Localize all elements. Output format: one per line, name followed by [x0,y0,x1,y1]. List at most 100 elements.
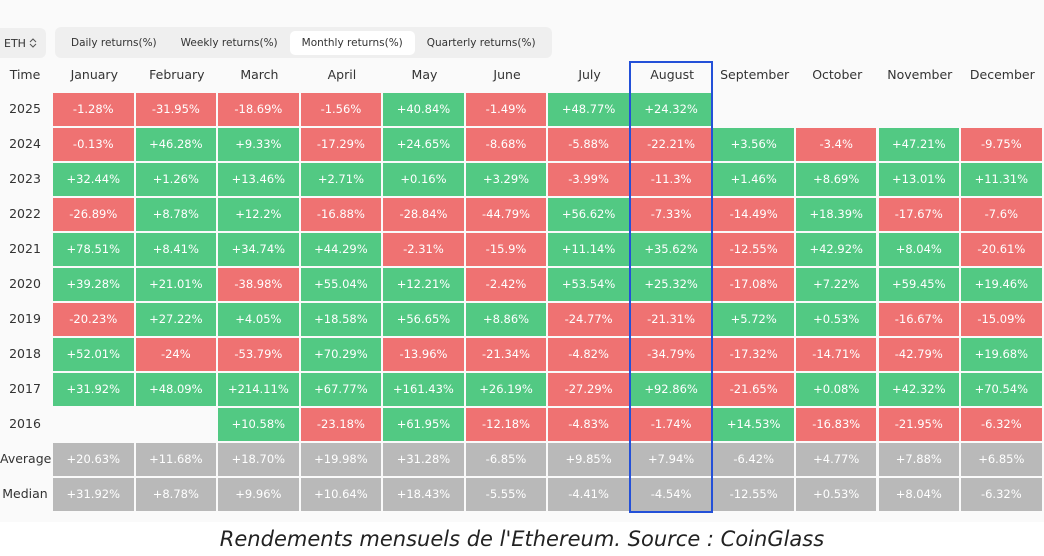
cell: +31.92% [53,478,134,511]
cell: +14.53% [713,408,794,441]
cell: -14.49% [713,198,794,231]
cell: +39.28% [53,268,134,301]
cell: -16.67% [878,303,960,336]
cell: +214.11% [218,373,299,406]
tab[interactable]: Daily returns(%) [71,36,157,49]
column-header: March [240,67,279,82]
cell: +4.77% [795,443,877,476]
cell: +27.22% [135,303,217,336]
tab[interactable]: Monthly returns(%) [289,30,415,55]
cell: -22.21% [630,128,712,161]
cell: +35.62% [630,233,712,266]
cell: -16.83% [795,408,877,441]
cell: -4.83% [548,408,629,441]
cell: -2.31% [383,233,464,266]
cell: +11.68% [135,443,217,476]
cell: -11.3% [630,163,712,196]
cell: +5.72% [713,303,794,336]
cell: +10.58% [218,408,299,441]
selector-label: ETH [4,36,26,50]
cell: -6.85% [465,443,547,476]
cell: +9.85% [548,443,629,476]
row-label: 2022 [9,206,41,221]
cell: +42.92% [795,233,877,266]
row-label: 2016 [9,416,41,431]
cell: +7.94% [630,443,712,476]
cell: +8.04% [878,233,960,266]
cell: +161.43% [383,373,464,406]
cell: +19.98% [300,443,382,476]
cell: +0.53% [795,303,877,336]
cell: +7.88% [878,443,960,476]
column-header: Time [9,67,41,82]
cell: -28.84% [383,198,464,231]
cell: -34.79% [630,338,712,371]
cell: -17.32% [713,338,794,371]
cell: +0.53% [795,478,877,511]
cell: +48.09% [135,373,217,406]
cell: -21.31% [630,303,712,336]
cell: +8.86% [465,303,547,336]
cell: +19.68% [961,338,1042,371]
cell: -53.79% [218,338,299,371]
row-label: 2024 [9,136,41,151]
cell: +55.04% [300,268,382,301]
cell: +61.95% [383,408,464,441]
cell: +48.77% [548,93,629,126]
cell: -12.55% [713,478,794,511]
cell: +70.29% [300,338,382,371]
row-label: 2023 [9,171,41,186]
column-header: November [887,67,953,82]
cell: -20.61% [961,233,1042,266]
cell: +3.29% [465,163,547,196]
cell: +12.21% [383,268,464,301]
cell: -7.6% [961,198,1042,231]
cell: -23.18% [300,408,382,441]
tab[interactable]: Weekly returns(%) [180,36,278,49]
cell: +32.44% [53,163,134,196]
column-header: September [720,67,790,82]
caption: Rendements mensuels de l'Ethereum. Sourc… [219,527,825,551]
cell: +56.65% [383,303,464,336]
row-label: Median [2,486,48,501]
cell: -21.95% [878,408,960,441]
cell: +1.26% [135,163,217,196]
cell: +24.65% [383,128,464,161]
cell: +18.43% [383,478,464,511]
cell: -26.89% [53,198,134,231]
cell: +0.16% [383,163,464,196]
cell: +12.2% [218,198,299,231]
cell: +10.64% [300,478,382,511]
cell: -3.4% [795,128,877,161]
cell: -21.34% [465,338,547,371]
selector-icon [29,38,37,48]
cell: +18.39% [795,198,877,231]
cell: -16.88% [300,198,382,231]
cell: +26.19% [465,373,547,406]
cell: -5.88% [548,128,629,161]
cell: -3.99% [548,163,629,196]
cell: -14.71% [795,338,877,371]
column-header: July [578,67,601,82]
cell: +92.86% [630,373,712,406]
cell: +8.78% [135,478,217,511]
cell: -24% [135,338,217,371]
cell: -27.29% [548,373,629,406]
cell: +0.08% [795,373,877,406]
cell: +78.51% [53,233,134,266]
cell: -17.08% [713,268,794,301]
cell: -4.41% [548,478,629,511]
tab-bar: Daily returns(%) Weekly returns(%) Monthly… [55,27,552,58]
cell: +40.84% [383,93,464,126]
cell: +59.45% [878,268,960,301]
cell: +18.70% [218,443,299,476]
cell: +4.05% [218,303,299,336]
cell: -31.95% [135,93,217,126]
tab[interactable]: Quarterly returns(%) [426,36,536,49]
asset-selector[interactable]: ETH [0,28,46,58]
cell: -1.49% [465,93,547,126]
cell: -13.96% [383,338,464,371]
cell: -4.82% [548,338,629,371]
column-header: December [969,67,1035,82]
